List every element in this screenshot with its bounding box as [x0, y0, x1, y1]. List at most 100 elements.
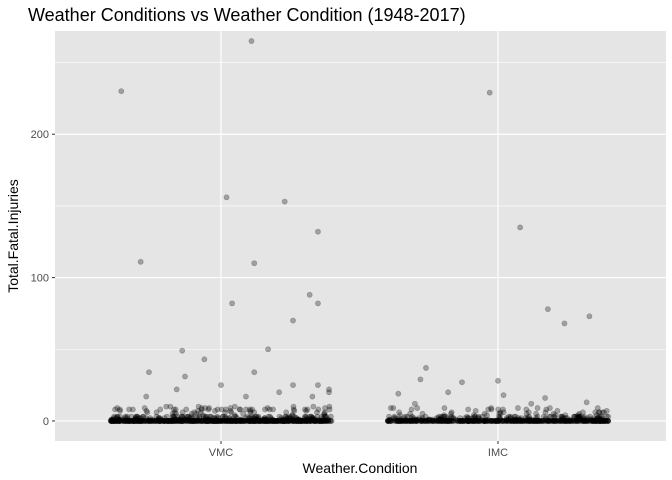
data-point: [561, 418, 568, 424]
data-point: [319, 418, 326, 424]
data-point: [233, 418, 240, 424]
data-point: [281, 418, 288, 424]
data-point: [563, 418, 570, 424]
data-point: [571, 413, 577, 420]
data-point: [114, 418, 121, 424]
data-point: [205, 416, 212, 423]
data-point: [128, 413, 135, 420]
data-point: [195, 418, 202, 424]
data-point: [387, 405, 394, 411]
data-point: [160, 418, 166, 424]
data-point: [205, 418, 212, 424]
data-point: [143, 418, 150, 424]
data-point: [207, 418, 214, 424]
data-point: [131, 418, 138, 424]
data-point: [126, 418, 132, 424]
data-point: [206, 418, 212, 424]
data-point: [195, 418, 202, 424]
data-point: [499, 418, 506, 424]
data-point: [318, 418, 325, 424]
data-point: [223, 418, 230, 424]
data-point: [416, 415, 422, 421]
data-point: [299, 418, 305, 424]
data-point: [391, 418, 398, 424]
data-point: [326, 403, 333, 410]
data-point: [511, 416, 518, 423]
data-point: [551, 413, 558, 420]
data-point: [152, 418, 159, 424]
data-point: [441, 413, 447, 420]
data-point: [404, 418, 411, 424]
data-point: [605, 418, 612, 424]
data-point: [227, 416, 234, 423]
data-point: [156, 416, 162, 423]
data-point: [265, 413, 272, 420]
data-point: [193, 418, 200, 424]
data-point: [117, 416, 124, 423]
data-point: [593, 418, 600, 424]
data-point: [137, 418, 144, 424]
data-point: [189, 418, 196, 424]
data-point: [157, 418, 164, 424]
data-point: [599, 409, 606, 416]
data-point: [290, 418, 297, 424]
data-point: [263, 416, 270, 423]
data-point: [539, 418, 546, 424]
data-point: [237, 406, 244, 413]
data-point: [227, 407, 234, 414]
data-point: [109, 416, 116, 423]
data-point: [298, 418, 304, 424]
data-point: [284, 418, 291, 424]
data-point: [542, 418, 549, 424]
data-point: [126, 406, 133, 413]
data-point: [525, 418, 532, 424]
data-point: [132, 415, 139, 421]
data-point: [187, 418, 194, 424]
data-point: [230, 418, 236, 424]
data-point: [491, 418, 498, 424]
data-point: [493, 418, 500, 424]
data-point: [395, 390, 402, 397]
data-point: [522, 418, 529, 424]
data-point: [410, 418, 417, 424]
data-point: [133, 418, 140, 424]
data-point: [110, 418, 117, 424]
data-point: [465, 418, 472, 424]
data-point: [475, 413, 482, 420]
data-point: [414, 418, 420, 424]
data-point: [601, 418, 608, 424]
data-point: [171, 418, 178, 424]
data-point: [222, 418, 229, 424]
data-point: [544, 418, 551, 424]
data-point: [397, 418, 404, 424]
data-point: [213, 416, 220, 423]
data-point: [515, 415, 522, 421]
data-point: [111, 418, 117, 424]
data-point: [396, 418, 403, 424]
data-point: [222, 415, 229, 421]
data-point: [113, 415, 119, 421]
data-point: [180, 413, 186, 420]
data-point: [239, 418, 246, 424]
data-point: [534, 418, 540, 424]
data-point: [323, 418, 329, 424]
data-point: [585, 418, 592, 424]
data-point: [421, 418, 428, 424]
data-point: [303, 418, 310, 424]
data-point: [418, 418, 425, 424]
data-point: [385, 418, 391, 424]
data-point: [277, 418, 284, 424]
data-point: [178, 418, 185, 424]
data-point: [309, 415, 316, 421]
data-point: [113, 418, 120, 424]
data-point: [203, 418, 210, 424]
data-point: [137, 418, 144, 424]
data-point: [238, 416, 244, 423]
data-point: [143, 393, 150, 400]
data-point: [208, 418, 215, 424]
data-point: [179, 347, 186, 354]
data-point: [396, 409, 403, 416]
data-point: [142, 418, 149, 424]
data-point: [517, 418, 524, 424]
data-point: [319, 415, 326, 421]
